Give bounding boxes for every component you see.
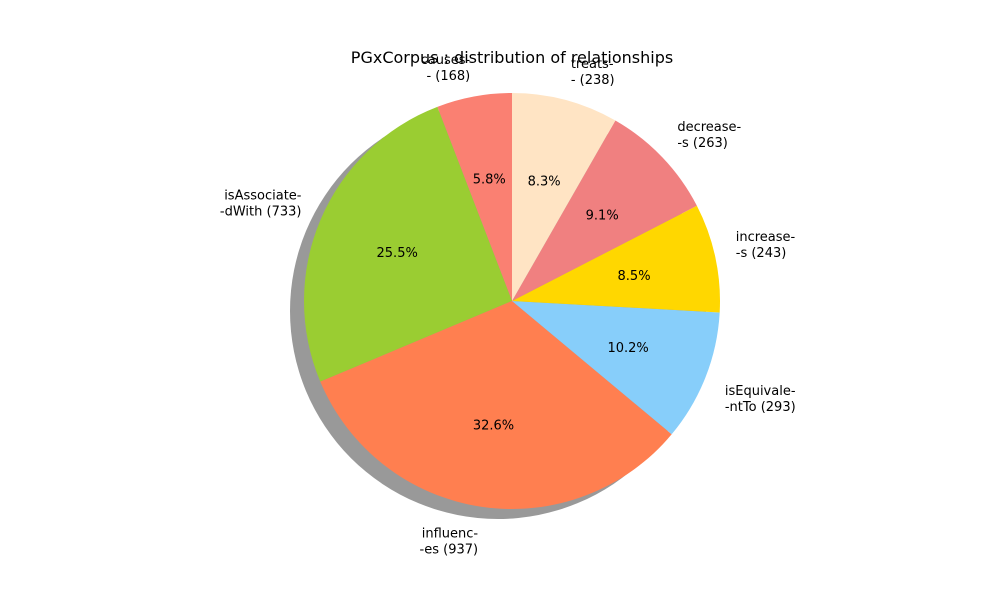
slice-label-line: -dWith (733) — [220, 204, 302, 219]
slice-label-line: -es (937) — [420, 542, 479, 557]
pie-slice — [512, 205, 720, 313]
slice-label-line: decrease- — [677, 120, 741, 135]
slice-category-label: increase--s (243) — [736, 230, 796, 261]
slice-label-line: - (238) — [571, 73, 615, 88]
slice-label-line: causes- — [421, 53, 471, 68]
pie-slice — [437, 93, 512, 301]
slice-label-line: treats- — [571, 57, 614, 72]
slice-label-line: isEquivale- — [725, 384, 796, 399]
slice-category-label: influenc--es (937) — [420, 526, 479, 557]
pie-slice — [320, 301, 672, 510]
slice-percent-label: 10.2% — [607, 341, 648, 356]
slice-category-label: decrease--s (263) — [677, 120, 741, 151]
slice-label-line: isAssociate- — [224, 188, 302, 203]
slice-label-line: -s (263) — [677, 136, 728, 151]
slice-category-label: isAssociate--dWith (733) — [220, 188, 302, 219]
pie-slice — [304, 106, 512, 382]
slice-percent-label: 25.5% — [377, 246, 418, 261]
pie-slice — [512, 93, 616, 301]
slice-percent-label: 5.8% — [473, 172, 506, 187]
pie-slices — [304, 93, 720, 510]
slice-label-line: -s (243) — [736, 246, 787, 261]
slice-category-label: causes-- (168) — [421, 53, 471, 84]
slice-percent-label: 9.1% — [586, 209, 619, 224]
slice-percent-label: 8.3% — [528, 174, 561, 189]
slice-label-line: - (168) — [426, 69, 470, 84]
slice-percent-label: 8.5% — [618, 269, 651, 284]
slice-category-label: treats-- (238) — [571, 57, 615, 88]
pie-labels: 5.8% causes-- (168) 25.5% isAssociate--dWit… — [220, 53, 796, 557]
slice-label-line: influenc- — [422, 526, 479, 541]
slice-label-line: increase- — [736, 230, 796, 245]
pie-slice — [512, 120, 697, 301]
chart-title: PGxCorpus : distribution of relationship… — [351, 48, 673, 67]
pie-slice — [512, 301, 720, 435]
slice-category-label: isEquivale--ntTo (293) — [725, 384, 796, 415]
slice-label-line: -ntTo (293) — [725, 400, 796, 415]
slice-percent-label: 32.6% — [473, 418, 514, 433]
